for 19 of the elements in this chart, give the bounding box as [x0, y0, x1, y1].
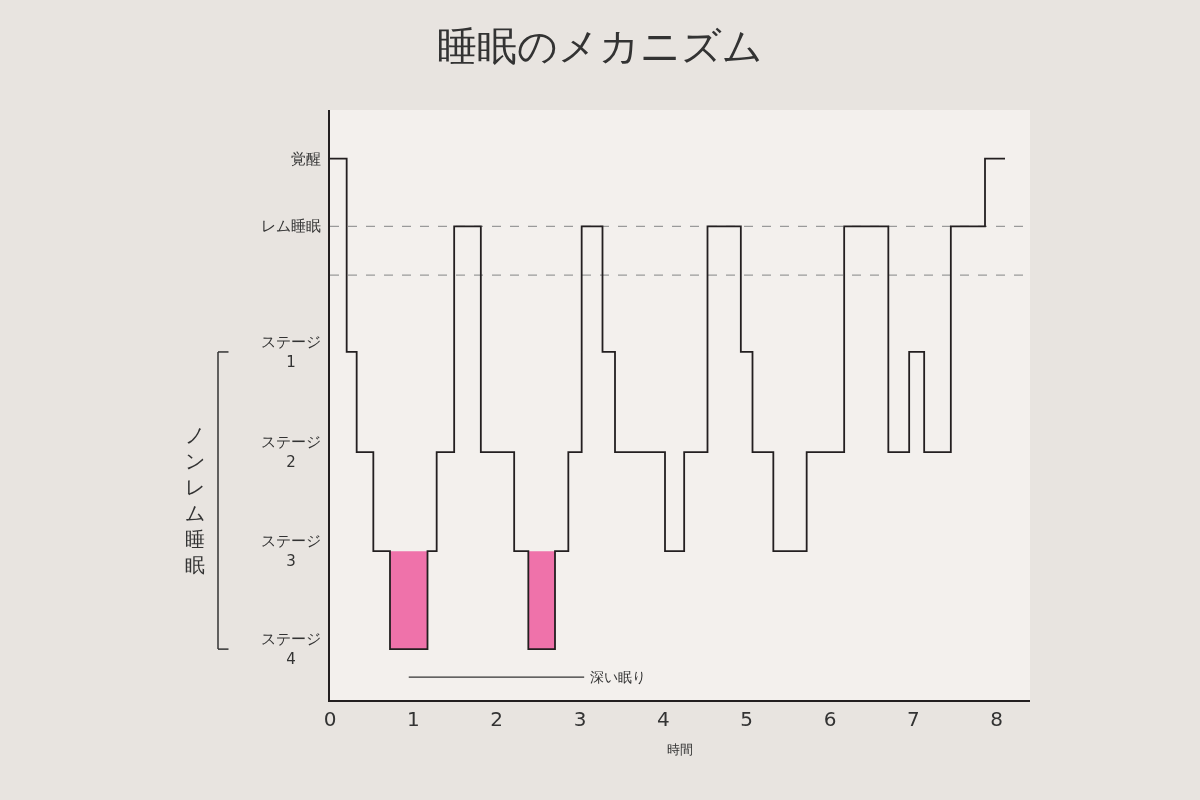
- chart-title: 睡眠のメカニズム: [437, 23, 763, 69]
- text: ステージ 3: [261, 532, 321, 570]
- x-tick-label: 8: [990, 707, 1004, 731]
- text: ステージ 1: [261, 333, 321, 371]
- text: ステージ 4: [261, 630, 321, 668]
- x-tick-label: 3: [573, 707, 587, 731]
- text: 覚醒: [291, 150, 321, 168]
- x-axis-title: 時間: [667, 742, 693, 758]
- annotation: 深い眠り: [590, 669, 646, 685]
- x-tick-label: 0: [323, 707, 337, 731]
- x-tick-label: 2: [490, 707, 504, 731]
- x-tick-label: 4: [656, 707, 670, 731]
- x-tick-label: 5: [740, 707, 754, 731]
- text: レム睡眠: [261, 217, 321, 235]
- x-tick-label: 6: [823, 707, 837, 731]
- text: ステージ 2: [261, 433, 321, 471]
- x-tick-label: 7: [906, 707, 920, 731]
- x-tick-label: 1: [406, 707, 420, 731]
- text: ノンレム睡眠: [185, 423, 205, 577]
